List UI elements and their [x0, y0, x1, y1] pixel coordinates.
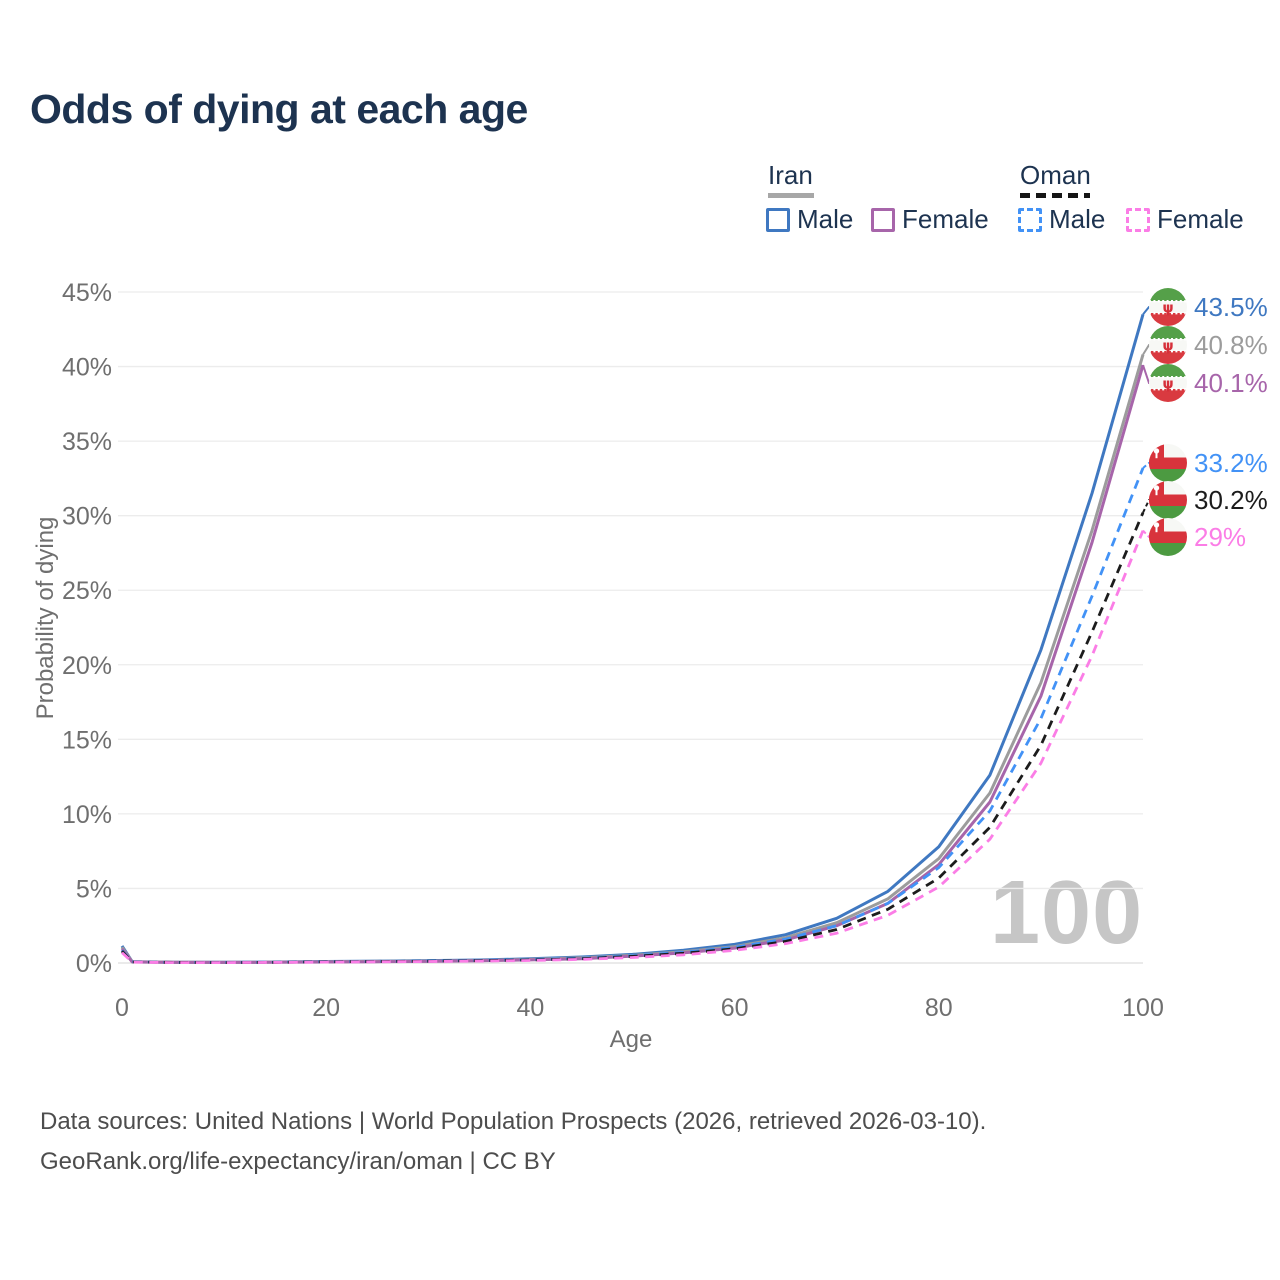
svg-text:20%: 20%	[62, 652, 112, 680]
iran-female-swatch-icon	[871, 207, 895, 232]
svg-text:100: 100	[1122, 994, 1164, 1022]
end-label-iran-total: 40.8%	[1149, 326, 1268, 364]
attribution-line: GeoRank.org/life-expectancy/iran/oman | …	[40, 1148, 556, 1175]
end-label-value: 30.2%	[1194, 484, 1268, 515]
legend-item-label: Male	[797, 204, 854, 234]
iran-flag-icon	[1149, 288, 1187, 326]
svg-text:80: 80	[925, 994, 953, 1022]
iran-flag-icon	[1149, 364, 1187, 402]
end-label-value: 29%	[1194, 521, 1247, 552]
x-axis-title: Age	[609, 1026, 653, 1053]
legend-item-label: Female	[902, 204, 989, 234]
svg-text:60: 60	[721, 994, 749, 1022]
page-title: Odds of dying at each age	[30, 86, 528, 132]
end-label-value: 33.2%	[1194, 447, 1268, 478]
svg-text:15%: 15%	[62, 726, 112, 754]
end-label-value: 40.8%	[1194, 329, 1268, 360]
legend-group-oman[interactable]: Oman	[1020, 160, 1091, 199]
end-label-oman-total: 30.2%	[1149, 481, 1268, 519]
legend-item-iran-male[interactable]: Male	[766, 204, 853, 235]
svg-text:25%: 25%	[62, 577, 112, 605]
legend-item-oman-male[interactable]: Male	[1018, 204, 1105, 235]
end-label-iran-female: 40.1%	[1149, 364, 1268, 402]
svg-text:10%: 10%	[62, 801, 112, 829]
svg-text:35%: 35%	[62, 428, 112, 456]
legend-country-label-oman: Oman	[1020, 160, 1091, 190]
end-label-value: 43.5%	[1194, 291, 1268, 322]
svg-text:30%: 30%	[62, 503, 112, 531]
end-label-iran-male: 43.5%	[1149, 288, 1268, 326]
svg-text:20: 20	[312, 994, 340, 1022]
oman-flag-icon	[1149, 444, 1187, 482]
legend-group-iran[interactable]: Iran	[768, 160, 814, 199]
end-label-value: 40.1%	[1194, 367, 1268, 398]
oman-male-swatch-icon	[1018, 207, 1042, 232]
oman-dashed-line-swatch	[1020, 193, 1090, 199]
iran-flag-icon	[1149, 326, 1187, 364]
svg-text:45%: 45%	[62, 279, 112, 307]
data-source-line: Data sources: United Nations | World Pop…	[40, 1108, 987, 1135]
oman-female-swatch-icon	[1126, 207, 1150, 232]
iran-male-swatch-icon	[766, 207, 790, 232]
svg-text:40%: 40%	[62, 354, 112, 382]
svg-text:0: 0	[115, 994, 129, 1022]
oman-flag-icon	[1149, 481, 1187, 519]
oman-flag-icon	[1149, 518, 1187, 556]
legend-item-oman-female[interactable]: Female	[1126, 204, 1244, 235]
age-counter-watermark: 100	[990, 863, 1144, 963]
legend-item-iran-female[interactable]: Female	[871, 204, 989, 235]
svg-text:5%: 5%	[76, 875, 112, 903]
svg-text:0%: 0%	[76, 950, 112, 978]
svg-text:40: 40	[516, 994, 544, 1022]
iran-solid-line-swatch	[768, 193, 814, 199]
end-label-oman-male: 33.2%	[1149, 444, 1268, 482]
legend-item-label: Female	[1157, 204, 1244, 234]
legend-item-label: Male	[1049, 204, 1106, 234]
end-label-oman-female: 29%	[1149, 518, 1246, 556]
y-axis-title: Probability of dying	[32, 516, 59, 720]
legend-country-label-iran: Iran	[768, 160, 813, 190]
